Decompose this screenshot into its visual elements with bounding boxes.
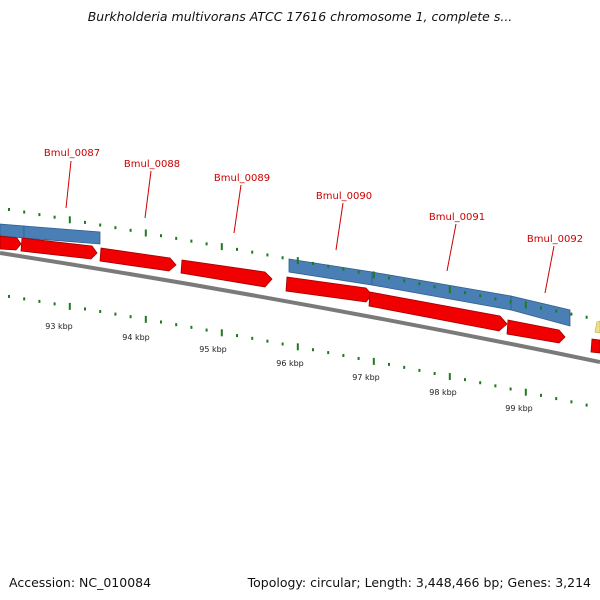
reverse-gene[interactable]: [0, 223, 25, 239]
kbp-scale-label: 96 kbp: [276, 359, 304, 368]
forward-strand-genes: [0, 235, 600, 354]
kbp-scale-label: 97 kbp: [352, 373, 380, 382]
chromosome-backbone: [0, 251, 600, 364]
forward-gene-arrow[interactable]: [285, 276, 373, 303]
gene-label-leader: [65, 160, 72, 209]
gene-label[interactable]: Bmul_0090: [316, 191, 372, 202]
genome-stats-text: Topology: circular; Length: 3,448,466 bp…: [247, 575, 591, 590]
gene-labels: Bmul_0087 Bmul_0088 Bmul_0089 Bmul_0090 Bmul…: [44, 148, 583, 294]
gene-label-leader: [446, 223, 457, 272]
gene-label-leader: [335, 202, 344, 251]
gene-label-leader: [233, 184, 242, 234]
kbp-scale-label: 95 kbp: [199, 345, 227, 354]
lower-tick-row: [8, 294, 588, 407]
upper-tick-row: [8, 208, 588, 319]
forward-gene-arrow[interactable]: [0, 235, 22, 251]
gene-label-leader: [144, 170, 152, 219]
map-title: Burkholderia multivorans ATCC 17616 chro…: [87, 9, 513, 24]
reverse-gene[interactable]: [23, 225, 101, 245]
accession-text: Accession: NC_010084: [9, 575, 152, 590]
forward-gene-arrow[interactable]: [99, 247, 177, 272]
forward-gene-arrow[interactable]: [180, 259, 273, 288]
kbp-scale-label: 99 kbp: [505, 404, 533, 413]
reverse-strand-genes: [0, 223, 571, 327]
kbp-scale-label: 98 kbp: [429, 388, 457, 397]
gene-label[interactable]: Bmul_0092: [527, 234, 583, 245]
gene-label[interactable]: Bmul_0088: [124, 159, 180, 170]
gene-label[interactable]: Bmul_0091: [429, 212, 485, 223]
gene-label[interactable]: Bmul_0089: [214, 173, 270, 184]
scale-labels: 93 kbp 94 kbp 95 kbp 96 kbp 97 kbp 98 kbp 99 k…: [45, 322, 533, 413]
gene-label-leader: [544, 245, 555, 294]
forward-gene-arrow[interactable]: [506, 319, 566, 344]
kbp-scale-label: 93 kbp: [45, 322, 73, 331]
forward-gene-arrow[interactable]: [590, 338, 600, 354]
forward-gene-arrow[interactable]: [368, 291, 508, 332]
gene-label[interactable]: Bmul_0087: [44, 148, 100, 159]
reverse-gene[interactable]: [510, 295, 571, 327]
other-feature[interactable]: [594, 320, 600, 334]
forward-gene-arrow[interactable]: [20, 237, 98, 260]
kbp-scale-label: 94 kbp: [122, 333, 150, 342]
